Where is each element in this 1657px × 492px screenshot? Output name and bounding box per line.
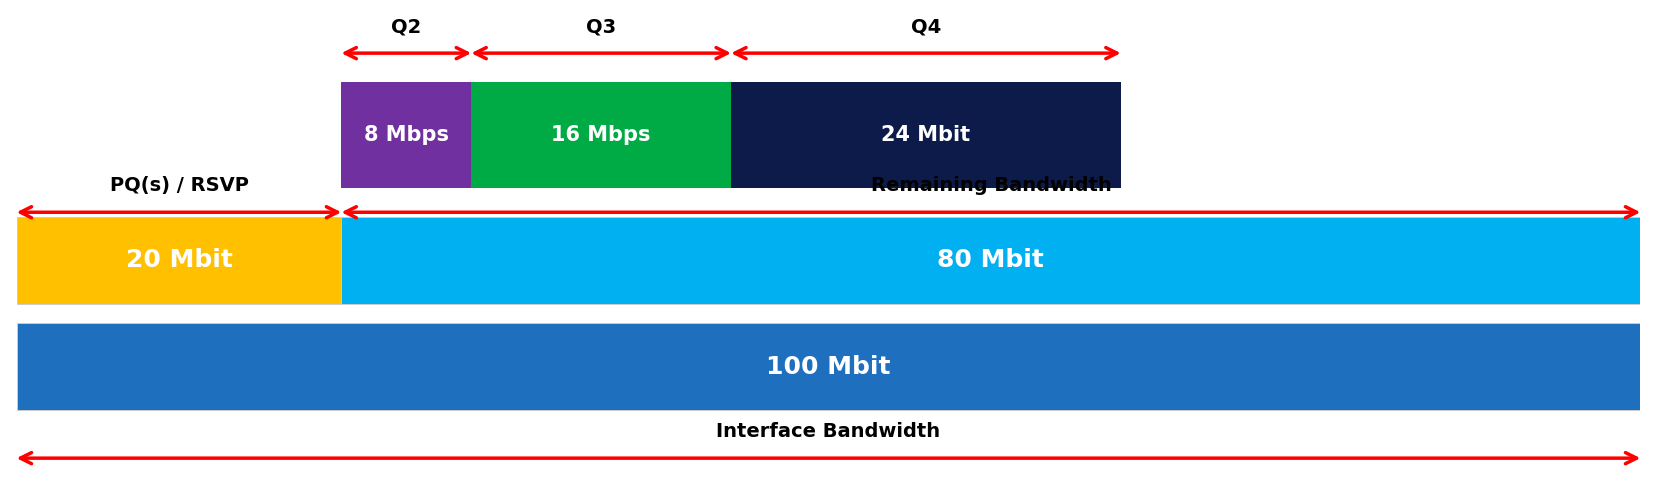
Text: 100 Mbit: 100 Mbit [766,355,891,378]
Text: 24 Mbit: 24 Mbit [882,125,971,145]
Text: 16 Mbps: 16 Mbps [552,125,651,145]
Text: 20 Mbit: 20 Mbit [126,248,232,273]
Bar [471,82,731,188]
Text: Remaining Bandwidth: Remaining Bandwidth [870,176,1112,195]
Text: 8 Mbps: 8 Mbps [365,125,449,145]
Bar [731,82,1120,188]
Text: Q3: Q3 [587,17,616,36]
Bar [17,323,1640,410]
Bar [341,82,471,188]
Bar [17,217,341,304]
Text: Q2: Q2 [391,17,421,36]
Text: Q4: Q4 [911,17,941,36]
Text: 80 Mbit: 80 Mbit [938,248,1044,273]
Bar [341,217,1640,304]
Text: PQ(s) / RSVP: PQ(s) / RSVP [109,176,249,195]
Text: Interface Bandwidth: Interface Bandwidth [716,422,941,441]
